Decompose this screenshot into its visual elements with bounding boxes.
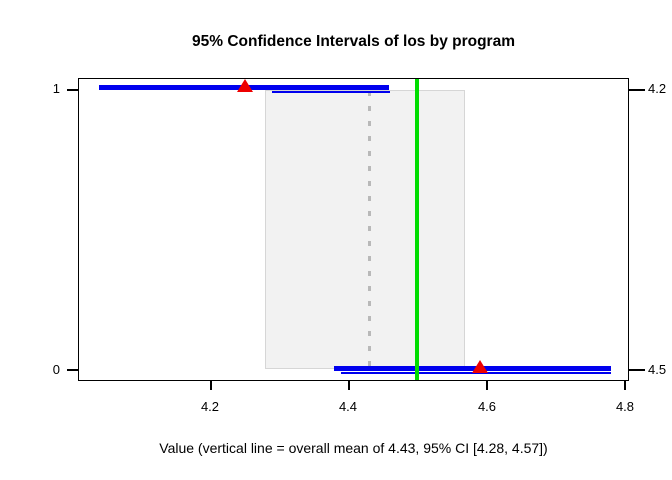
x-tick-label: 4.8	[615, 399, 635, 414]
y-tick	[67, 369, 78, 371]
x-tick-label: 4.2	[200, 399, 220, 414]
right-tick	[629, 89, 645, 91]
ci-line-thin	[272, 91, 390, 93]
x-tick	[624, 381, 626, 390]
right-tick-label: 4.5	[648, 362, 667, 377]
overall-mean-dashed-line	[368, 91, 371, 368]
right-tick	[629, 369, 645, 371]
y-tick-label: 1	[52, 81, 60, 96]
overall-ci-rect	[265, 90, 465, 369]
x-tick	[348, 381, 350, 390]
x-axis-caption: Value (vertical line = overall mean of 4…	[159, 440, 548, 456]
x-tick-label: 4.6	[477, 399, 497, 414]
chart-title: 95% Confidence Intervals of los by progr…	[192, 33, 515, 50]
y-tick-label: 0	[52, 362, 60, 377]
ci-line-thin	[341, 372, 611, 374]
x-tick-label: 4.4	[338, 399, 358, 414]
reference-line	[415, 79, 419, 380]
right-tick-label: 4.2	[648, 81, 667, 96]
plot-box	[78, 78, 629, 381]
x-tick	[210, 381, 212, 390]
mean-triangle-marker	[472, 360, 488, 373]
mean-triangle-marker	[237, 79, 253, 92]
y-tick	[67, 89, 78, 91]
x-tick	[486, 381, 488, 390]
